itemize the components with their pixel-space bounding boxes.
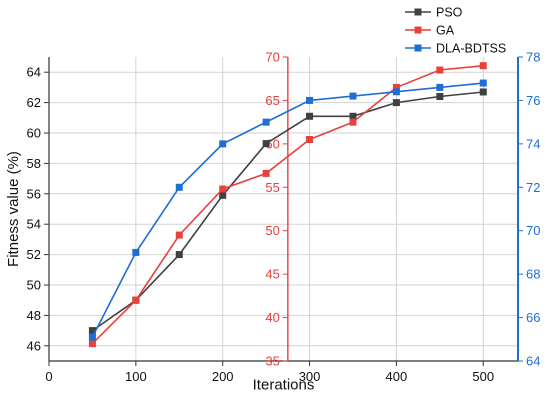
left-y-tick-label: 58 xyxy=(27,156,41,171)
data-point-pso xyxy=(479,88,487,96)
data-point-ga xyxy=(219,185,227,193)
left-y-tick-label: 54 xyxy=(27,217,41,232)
middle-y-tick-label: 55 xyxy=(265,180,279,195)
middle-y-tick-label: 35 xyxy=(265,354,279,369)
data-point-dla-bdtss xyxy=(436,83,444,91)
data-point-ga xyxy=(392,83,400,91)
middle-y-tick-label: 50 xyxy=(265,223,279,238)
right-y-tick-label: 68 xyxy=(526,267,540,282)
data-point-dla-bdtss xyxy=(306,96,314,104)
series-line-ga xyxy=(91,64,484,345)
x-tick-label: 400 xyxy=(386,369,408,384)
middle-y-tick-label: 70 xyxy=(265,50,279,65)
legend-label: DLA-BDTSS xyxy=(436,42,506,56)
x-tick-label: 0 xyxy=(45,369,52,384)
right-y-tick-label: 70 xyxy=(526,223,540,238)
right-y-tick-label: 78 xyxy=(526,50,540,65)
data-point-pso xyxy=(262,140,270,148)
data-point-pso xyxy=(175,251,183,259)
data-point-ga xyxy=(88,340,96,348)
left-y-tick-label: 60 xyxy=(27,126,41,141)
right-y-tick-label: 64 xyxy=(526,354,540,369)
data-point-pso xyxy=(436,93,444,101)
data-point-pso xyxy=(88,327,96,335)
left-y-tick-label: 48 xyxy=(27,308,41,323)
data-point-dla-bdtss xyxy=(219,140,227,148)
data-point-pso xyxy=(306,112,314,120)
data-point-ga xyxy=(349,118,357,126)
legend-marker-dla-bdtss xyxy=(414,44,422,52)
x-axis-title: Iterations xyxy=(253,376,315,393)
left-y-tick-label: 52 xyxy=(27,247,41,262)
data-point-dla-bdtss xyxy=(262,118,270,126)
legend-label: GA xyxy=(436,24,455,38)
data-point-ga xyxy=(132,296,140,304)
left-y-tick-label: 56 xyxy=(27,186,41,201)
middle-y-tick-label: 60 xyxy=(265,136,279,151)
left-y-tick-label: 62 xyxy=(27,95,41,110)
data-point-dla-bdtss xyxy=(88,333,96,341)
left-y-tick-label: 64 xyxy=(27,65,41,80)
data-point-dla-bdtss xyxy=(349,92,357,100)
x-tick-label: 300 xyxy=(299,369,321,384)
legend-label: PSO xyxy=(436,6,463,20)
right-y-tick-label: 66 xyxy=(526,310,540,325)
data-point-pso xyxy=(219,191,227,199)
data-point-pso xyxy=(392,99,400,107)
data-point-ga xyxy=(262,169,270,177)
data-point-dla-bdtss xyxy=(479,79,487,87)
middle-y-tick-label: 65 xyxy=(265,93,279,108)
legend-marker-ga xyxy=(414,26,422,34)
data-point-ga xyxy=(436,66,444,74)
data-point-dla-bdtss xyxy=(132,248,140,256)
series-line-dla-bdtss xyxy=(91,82,484,338)
x-tick-label: 100 xyxy=(125,369,147,384)
left-y-tick-label: 50 xyxy=(27,278,41,293)
middle-y-tick-label: 45 xyxy=(265,267,279,282)
data-point-pso xyxy=(349,112,357,120)
data-point-ga xyxy=(479,62,487,70)
x-tick-label: 200 xyxy=(212,369,234,384)
middle-y-tick-label: 40 xyxy=(265,310,279,325)
data-point-ga xyxy=(306,136,314,144)
data-point-dla-bdtss xyxy=(392,88,400,96)
data-point-ga xyxy=(175,231,183,239)
legend-marker-pso xyxy=(414,8,422,16)
right-y-tick-label: 76 xyxy=(526,93,540,108)
data-point-dla-bdtss xyxy=(175,183,183,191)
right-y-tick-label: 72 xyxy=(526,180,540,195)
left-y-tick-label: 46 xyxy=(27,338,41,353)
left-y-axis-title: Fitness value (%) xyxy=(5,151,22,267)
x-tick-label: 500 xyxy=(472,369,494,384)
right-y-tick-label: 74 xyxy=(526,136,540,151)
series-line-pso xyxy=(91,91,484,332)
